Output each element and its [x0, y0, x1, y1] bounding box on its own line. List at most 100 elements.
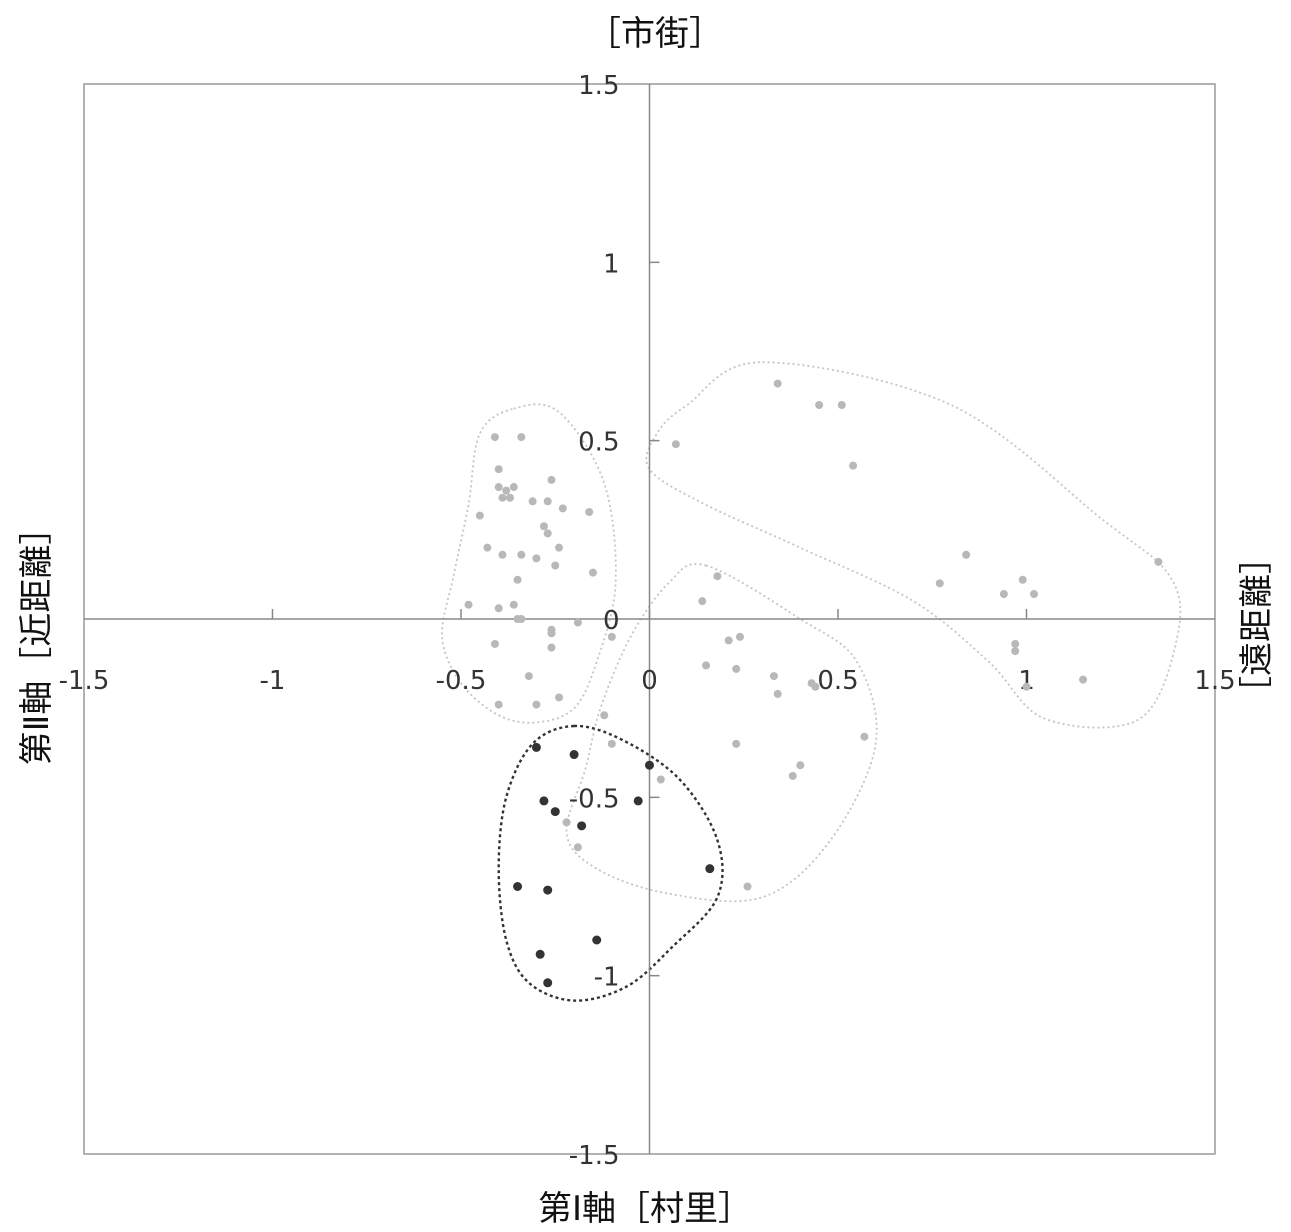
highlight-point — [592, 935, 602, 945]
data-point — [573, 843, 582, 852]
highlight-point — [550, 807, 560, 817]
data-point — [860, 732, 869, 741]
data-point — [788, 771, 797, 780]
y-tick-label: 0.5 — [578, 428, 619, 458]
left-axis-label: 第Ⅱ軸［近距離］ — [17, 511, 57, 766]
highlight-point — [705, 864, 715, 874]
highlight-point — [513, 882, 523, 891]
highlight-point — [577, 821, 587, 831]
cluster-regions — [441, 361, 1182, 1002]
data-point — [498, 550, 507, 559]
data-point — [509, 483, 518, 492]
data-point — [483, 543, 492, 552]
data-point — [524, 672, 533, 681]
data-point — [773, 689, 782, 698]
data-point — [513, 575, 522, 584]
highlight-point — [543, 978, 553, 988]
data-point — [509, 600, 518, 609]
data-point — [1018, 575, 1027, 584]
data-point — [494, 604, 503, 613]
highlight-point — [543, 885, 553, 895]
highlight-point — [645, 760, 654, 770]
y-tick-label: -0.5 — [569, 784, 620, 814]
data-point — [464, 600, 473, 609]
data-point — [935, 579, 944, 588]
data-point — [573, 618, 582, 627]
data-point — [962, 550, 971, 559]
data-point — [837, 401, 846, 409]
data-point — [1011, 647, 1020, 656]
data-point — [532, 554, 541, 563]
y-tick-label: -1 — [594, 963, 620, 993]
data-point — [732, 739, 741, 748]
data-point — [517, 550, 526, 559]
data-points — [464, 379, 1163, 988]
data-point — [815, 401, 824, 409]
data-point — [588, 568, 597, 577]
highlight-point — [535, 949, 545, 959]
data-point — [724, 636, 733, 645]
right-axis-label: ［遠距離］ — [1237, 540, 1277, 710]
data-point — [849, 461, 858, 470]
highlight-point — [531, 742, 541, 752]
top-axis-label: ［市街］ — [587, 14, 723, 54]
data-point — [517, 615, 526, 623]
data-point — [671, 440, 680, 449]
cluster-outline-3 — [565, 563, 878, 903]
x-tick-label: 1 — [1018, 666, 1035, 696]
data-point — [494, 700, 503, 709]
data-point — [547, 475, 556, 484]
data-point — [1011, 639, 1020, 648]
y-tick-label: 1.5 — [578, 71, 619, 101]
data-point — [494, 465, 503, 474]
cluster-outline-2 — [645, 361, 1182, 729]
data-point — [732, 664, 741, 673]
data-point — [735, 632, 744, 641]
data-point — [475, 511, 484, 520]
data-point — [702, 661, 711, 670]
data-point — [698, 597, 707, 606]
highlight-point — [539, 796, 549, 806]
data-point — [585, 508, 594, 516]
data-point — [1154, 557, 1163, 566]
data-point — [656, 775, 665, 784]
x-tick-label: 0 — [641, 666, 658, 696]
y-tick-label: 0 — [603, 606, 620, 636]
data-point — [999, 590, 1008, 599]
data-point — [517, 433, 526, 442]
x-tick-label: -1.5 — [59, 666, 110, 696]
data-point — [498, 493, 507, 502]
x-tick-label: 0.5 — [817, 666, 858, 696]
data-point — [528, 497, 537, 506]
x-tick-label: -0.5 — [436, 666, 487, 696]
data-point — [769, 672, 778, 681]
highlight-point — [569, 750, 579, 760]
data-point — [506, 493, 515, 502]
data-point — [490, 433, 499, 442]
cluster-outline-4 — [497, 724, 724, 1002]
data-point — [807, 679, 816, 688]
data-point — [562, 818, 571, 827]
data-point — [490, 639, 499, 648]
data-point — [743, 882, 752, 891]
x-ticks: -1.5 -1 -0.5 0 0.5 1 1.5 — [59, 609, 1236, 696]
data-point — [555, 543, 564, 552]
data-point — [532, 700, 541, 709]
y-tick-label: -1.5 — [569, 1141, 620, 1171]
highlight-point — [633, 796, 643, 806]
data-point — [543, 529, 552, 538]
y-ticks: 1.5 1 0.5 0 -0.5 -1 -1.5 — [569, 71, 660, 1171]
data-point — [502, 486, 511, 495]
data-point — [1022, 682, 1031, 691]
data-point — [555, 693, 564, 702]
data-point — [547, 629, 556, 638]
data-point — [1079, 675, 1088, 684]
data-point — [607, 632, 616, 641]
data-point — [607, 739, 616, 748]
data-point — [539, 522, 548, 531]
y-tick-label: 1 — [603, 249, 620, 279]
data-point — [600, 711, 609, 720]
data-point — [1030, 590, 1039, 599]
data-point — [551, 561, 560, 570]
